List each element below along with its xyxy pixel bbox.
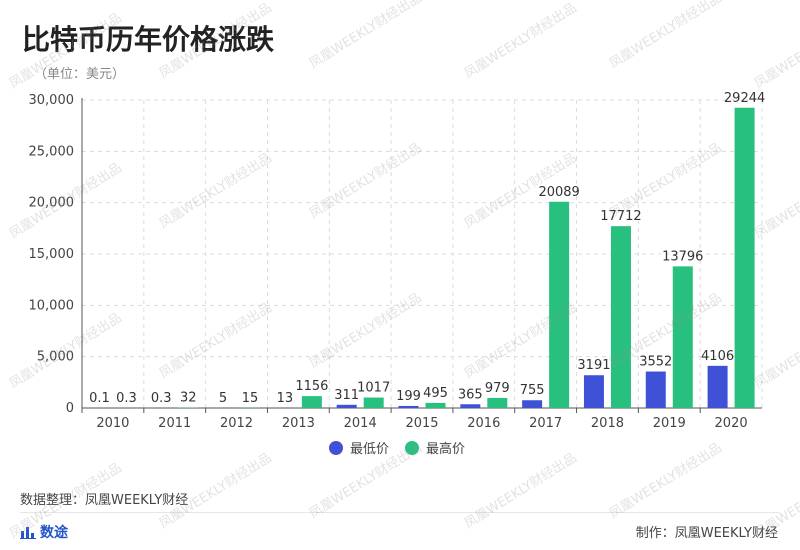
data-label: 0.1 — [89, 391, 110, 406]
data-label: 29244 — [724, 91, 765, 106]
legend-marker-high — [405, 441, 419, 455]
data-label: 979 — [485, 381, 510, 396]
bar-high — [672, 266, 693, 408]
x-tick-label: 2010 — [96, 416, 129, 431]
x-tick-label: 2019 — [653, 416, 686, 431]
x-tick-label: 2014 — [344, 416, 377, 431]
data-label: 755 — [520, 383, 545, 398]
data-label: 32 — [180, 391, 197, 406]
bar-low — [336, 404, 357, 408]
bar-high — [363, 397, 384, 408]
data-label: 15 — [242, 391, 259, 406]
data-source: 数据整理：凤凰WEEKLY财经 — [20, 493, 189, 508]
y-tick-label: 30,000 — [29, 93, 75, 108]
data-label: 495 — [423, 386, 448, 401]
bar-high — [487, 397, 508, 408]
x-tick-label: 2018 — [591, 416, 624, 431]
data-label: 3552 — [639, 355, 672, 370]
bar-low — [398, 405, 419, 408]
bar-high — [734, 107, 755, 408]
legend-marker-low — [329, 441, 343, 455]
x-tick-label: 2020 — [715, 416, 748, 431]
bar-high — [301, 396, 322, 408]
data-label: 1156 — [295, 379, 328, 394]
y-tick-label: 10,000 — [29, 298, 75, 313]
brand-logo: 数途 — [20, 522, 68, 542]
y-tick-label: 25,000 — [29, 144, 75, 159]
y-tick-label: 0 — [66, 401, 74, 416]
x-tick-label: 2016 — [467, 416, 500, 431]
x-tick-label: 2015 — [405, 416, 438, 431]
data-label: 311 — [334, 388, 359, 403]
data-label: 3191 — [577, 358, 610, 373]
data-label: 4106 — [701, 349, 734, 364]
bar-low — [645, 371, 666, 408]
bar-low — [707, 365, 728, 408]
x-tick-label: 2017 — [529, 416, 562, 431]
divider — [20, 512, 780, 513]
x-tick-label: 2012 — [220, 416, 253, 431]
data-label: 20089 — [538, 185, 579, 200]
credit: 制作：凤凰WEEKLY财经 — [635, 526, 778, 541]
data-label: 5 — [219, 391, 227, 406]
data-label: 1017 — [357, 381, 390, 396]
unit-note: （单位：美元） — [34, 67, 126, 82]
bar-chart-icon — [20, 527, 36, 539]
bar-chart: 0 5,000 10,000 15,000 20,000 25,000 30,000 0.1 0… — [29, 91, 766, 457]
x-tick-label: 2011 — [158, 416, 191, 431]
bar-low — [460, 404, 481, 408]
data-label: 0.3 — [116, 391, 137, 406]
data-label: 199 — [396, 389, 421, 404]
x-tick-label: 2013 — [282, 416, 315, 431]
chart-title: 比特币历年价格涨跌 — [22, 23, 275, 56]
y-tick-label: 20,000 — [29, 196, 75, 211]
data-label: 17712 — [600, 209, 641, 224]
bar-low — [522, 400, 543, 408]
brand-name: 数途 — [40, 525, 68, 541]
bar-high — [610, 226, 631, 408]
data-label: 0.3 — [151, 391, 172, 406]
bar-low — [583, 375, 604, 408]
y-tick-label: 5,000 — [37, 350, 74, 365]
data-label: 365 — [458, 387, 483, 402]
data-label: 13796 — [662, 249, 703, 264]
legend-label-low: 最低价 — [350, 442, 389, 457]
y-tick-label: 15,000 — [29, 247, 75, 262]
bar-high — [549, 201, 570, 408]
data-label: 13 — [277, 391, 294, 406]
bar-high — [425, 402, 446, 408]
legend-label-high: 最高价 — [426, 441, 465, 457]
